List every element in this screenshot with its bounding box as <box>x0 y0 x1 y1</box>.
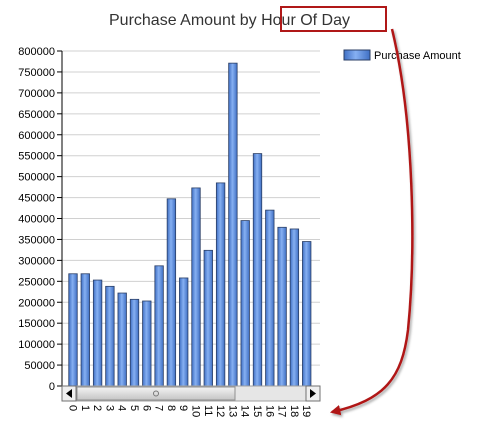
x-tick-label: 1 <box>79 405 91 411</box>
y-tick-label: 200000 <box>18 297 55 309</box>
x-tick-label: 10 <box>190 405 202 417</box>
y-tick-label: 600000 <box>18 130 55 142</box>
bar-series <box>68 62 312 387</box>
x-tick-label: 13 <box>226 405 238 417</box>
legend: Purchase Amount <box>343 49 461 62</box>
y-tick-label: 50000 <box>24 360 55 372</box>
bar-hour-5 <box>129 298 140 387</box>
x-tick-label: 19 <box>300 405 312 417</box>
x-tick-label: 17 <box>276 405 288 417</box>
bar-hour-19 <box>302 241 312 387</box>
annotation-arrow <box>329 28 414 416</box>
bar-hour-17 <box>277 226 287 387</box>
y-tick-label: 700000 <box>18 88 55 100</box>
gridlines <box>62 50 320 366</box>
bar-hour-15 <box>252 153 263 387</box>
x-tick-label: 5 <box>128 405 140 411</box>
bar-hour-1 <box>80 273 90 387</box>
x-tick-label: 6 <box>140 405 152 411</box>
scroll-right-arrow-icon <box>310 389 316 398</box>
bar-hour-7 <box>154 265 164 387</box>
x-axis-tick-labels: 0 1 2 3 4 5 6 7 8 9 10 11 12 13 14 15 16 17 18 19 <box>67 405 313 417</box>
bar-hour-12 <box>215 182 226 387</box>
y-tick-label: 150000 <box>18 318 55 330</box>
x-tick-label: 8 <box>165 405 177 411</box>
scroll-left-arrow-icon <box>66 389 72 398</box>
bar-hour-10 <box>191 187 201 387</box>
bar-hour-4 <box>117 292 127 387</box>
y-tick-label: 800000 <box>18 46 55 58</box>
legend-label: Purchase Amount <box>374 50 461 62</box>
y-tick-label: 650000 <box>18 109 55 121</box>
y-tick-label: 750000 <box>18 67 55 79</box>
scrollbar-thumb[interactable] <box>76 386 236 401</box>
chart-title-highlight: Hour Of Day <box>261 12 350 29</box>
x-tick-label: 9 <box>177 405 189 411</box>
y-tick-label: 250000 <box>18 276 55 288</box>
bar-hour-6 <box>142 300 152 387</box>
x-tick-label: 0 <box>67 405 79 411</box>
x-tick-label: 7 <box>153 405 165 411</box>
bar-hour-18 <box>289 228 300 387</box>
legend-swatch <box>343 49 371 61</box>
y-tick-label: 400000 <box>18 214 55 226</box>
x-tick-label: 12 <box>214 405 226 417</box>
y-tick-label: 500000 <box>18 172 55 184</box>
chart-title: Purchase Amount by Hour Of Day <box>109 12 350 29</box>
x-tick-label: 18 <box>288 405 300 417</box>
y-tick-label: 100000 <box>18 339 55 351</box>
x-tick-label: 2 <box>91 405 103 411</box>
bar-hour-8 <box>166 198 177 387</box>
y-tick-label: 450000 <box>18 193 55 205</box>
bar-hour-9 <box>179 277 189 387</box>
horizontal-scrollbar[interactable] <box>61 385 321 402</box>
bar-hour-2 <box>92 279 103 387</box>
bar-hour-11 <box>203 249 213 387</box>
y-tick-label: 0 <box>49 381 55 393</box>
y-tick-label: 300000 <box>18 255 55 267</box>
scrollbar-grip-icon <box>153 390 159 397</box>
chart-title-prefix: Purchase Amount by <box>109 12 261 29</box>
bar-hour-14 <box>240 220 250 387</box>
bar-hour-13 <box>228 62 238 387</box>
bar-hour-3 <box>105 285 115 387</box>
x-tick-label: 15 <box>251 405 263 417</box>
y-tick-label: 350000 <box>18 234 55 246</box>
title-highlight-box <box>280 6 387 32</box>
bar-hour-16 <box>265 209 275 387</box>
x-tick-label: 4 <box>116 405 128 411</box>
x-tick-label: 14 <box>239 405 251 417</box>
x-tick-label: 3 <box>103 405 115 411</box>
bar-hour-0 <box>68 273 78 387</box>
y-axis-tick-labels: 800000 750000 700000 650000 600000 550000 5000… <box>18 46 62 393</box>
x-tick-label: 16 <box>263 405 275 417</box>
y-tick-label: 550000 <box>18 151 55 163</box>
x-tick-label: 11 <box>202 405 214 416</box>
